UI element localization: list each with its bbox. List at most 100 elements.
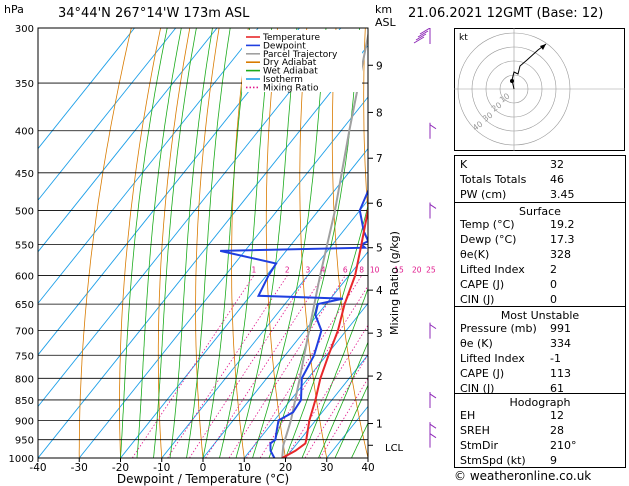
wind-barb (413, 28, 431, 44)
temperature-axis: -40 -30 -20 -10 0 10 20 30 40 (29, 458, 375, 474)
hodograph-stat-row: StmSpd (kt) 9 (455, 453, 625, 468)
temperature-tick-label: 0 (200, 462, 207, 474)
altitude-tick-label: 9 (376, 60, 383, 72)
surface-value: 0 (550, 278, 557, 291)
most-unstable-row: CAPE (J) 113 (455, 366, 625, 381)
hodograph-trace (511, 43, 547, 90)
surface-row: θe(K) 328 (455, 247, 625, 262)
isotherm-line (202, 251, 368, 458)
surface-label: Lifted Index (460, 263, 525, 276)
parcel-trajectory-line (281, 30, 368, 458)
most-unstable-value: 113 (550, 367, 571, 380)
index-value: 3.45 (550, 188, 575, 201)
most-unstable-row: Pressure (mb) 991 (455, 321, 625, 336)
index-row: Totals Totals 46 (455, 172, 625, 187)
temperature-tick-label: -20 (112, 462, 129, 474)
pressure-tick-label: 950 (15, 436, 34, 447)
temperature-line (281, 206, 368, 458)
isotherm-line (285, 354, 368, 458)
isotherm-line (38, 28, 177, 201)
altitude-tick-label: 5 (376, 243, 383, 255)
hodograph-stat-row: SREH 28 (455, 423, 625, 438)
isotherm-line (38, 44, 368, 458)
surface-value: 2 (550, 263, 557, 276)
temperature-tick-label: 40 (361, 462, 374, 474)
index-row: K 32 (455, 157, 625, 172)
index-label: PW (cm) (460, 188, 507, 201)
asl-label: ASL (375, 16, 396, 29)
isotherm-line (38, 28, 218, 253)
temperature-tick-label: 10 (238, 462, 251, 474)
mixing-ratio-tick-label: 20 (412, 266, 422, 275)
most-unstable-label: CAPE (J) (460, 367, 505, 380)
wind-barbs (413, 28, 437, 448)
surface-value: 328 (550, 248, 571, 261)
surface-label: θe(K) (460, 248, 490, 261)
surface-panel: K 32 Totals Totals 46 PW (cm) 3.45 Surface Te… (454, 155, 626, 308)
surface-row: CAPE (J) 0 (455, 277, 625, 292)
sounding-profiles (219, 30, 368, 458)
pressure-tick-label: 450 (15, 169, 34, 180)
dewpoint-line (219, 188, 368, 458)
hodograph-stat-label: StmDir (460, 439, 499, 452)
location-title: 34°44'N 267°14'W 173m ASL (58, 6, 250, 21)
legend-box (242, 30, 362, 92)
mixing-ratio-tick-label: 1 (251, 266, 256, 275)
most-unstable-label: CIN (J) (460, 382, 495, 395)
altitude-tick-label: 7 (376, 153, 383, 165)
surface-label: Temp (°C) (460, 218, 515, 231)
temperature-tick-label: -30 (71, 462, 88, 474)
legend-label: Mixing Ratio (263, 83, 319, 93)
wind-barb (429, 122, 437, 139)
wet-adiabat-line (318, 341, 368, 458)
surface-row: Dewp (°C) 17.3 (455, 232, 625, 247)
temperature-tick-label: -10 (153, 462, 170, 474)
most-unstable-row: θe (K) 334 (455, 336, 625, 351)
mixing-ratio-line (246, 275, 362, 458)
isotherm-line (38, 28, 135, 150)
index-label: K (460, 158, 468, 171)
altitude-tick-label: 1 (376, 419, 383, 431)
mixing-ratio-line (131, 275, 255, 458)
surface-row: CIN (J) 0 (455, 292, 625, 307)
pressure-tick-label: 600 (15, 272, 34, 283)
hodograph-stat-value: 210° (550, 439, 577, 452)
index-label: Totals Totals (460, 173, 527, 186)
pressure-tick-label: 350 (15, 79, 34, 90)
pressure-tick-label: 300 (15, 24, 34, 35)
legend-label: Parcel Trajectory (263, 50, 338, 60)
pressure-tick-label: 750 (15, 351, 34, 362)
mixing-ratio-tick-label: 2 (285, 266, 290, 275)
lcl-label: LCL (385, 443, 404, 454)
most-unstable-row: CIN (J) 61 (455, 381, 625, 396)
hodograph-unit-label: kt (459, 33, 468, 43)
mixing-ratio-labels: 1 2 3 4 6 8 10 15 20 25 (251, 266, 435, 275)
hodograph-stat-value: 28 (550, 424, 564, 437)
index-value: 46 (550, 173, 564, 186)
wind-barb (429, 322, 437, 339)
altitude-axis: 1 2 3 4 5 6 7 8 9 (368, 60, 383, 446)
mixing-ratio-tick-label: 4 (321, 266, 326, 275)
wet-adiabat-line (334, 384, 368, 458)
x-axis-label: Dewpoint / Temperature (°C) (117, 472, 289, 486)
hodograph-stat-label: StmSpd (kt) (460, 454, 526, 467)
most-unstable-title: Most Unstable (500, 309, 580, 322)
isobar-lines (38, 27, 368, 459)
most-unstable-value: 991 (550, 322, 571, 335)
mixing-ratio-line (304, 354, 368, 458)
most-unstable-label: θe (K) (460, 337, 493, 350)
hodograph-table-panel: Hodograph EH 12 SREH 28 StmDir 210° StmSpd (kt… (454, 393, 626, 468)
surface-row: Temp (°C) 19.2 (455, 217, 625, 232)
mixing-ratio-tick-label: 6 (343, 266, 348, 275)
pressure-tick-label: 550 (15, 240, 34, 251)
legend-label: Dewpoint (263, 41, 306, 51)
mixing-ratio-line (189, 275, 309, 458)
surface-label: CIN (J) (460, 293, 495, 306)
dry-adiabat-line (157, 28, 191, 458)
isotherm-line (78, 96, 368, 458)
most-unstable-panel: Most Unstable Pressure (mb) 991 θe (K) 334 L… (454, 306, 626, 395)
most-unstable-value: 61 (550, 382, 564, 395)
legend-label: Wet Adiabat (263, 67, 318, 77)
